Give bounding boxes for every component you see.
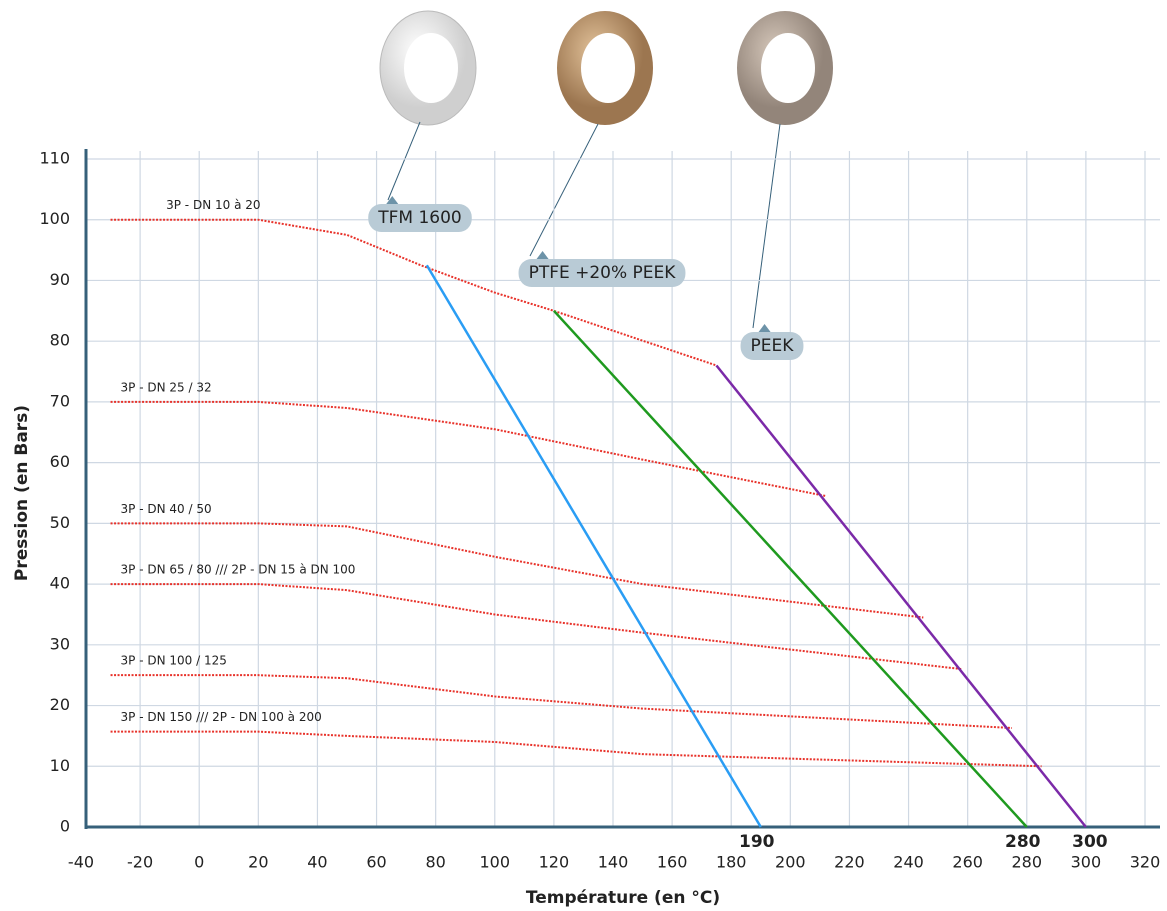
y-tick-label: 10 <box>50 756 70 775</box>
x-tick-label: 160 <box>657 853 688 872</box>
curve-label: 3P - DN 10 à 20 <box>166 198 260 212</box>
x-tick-label: 0 <box>194 853 204 872</box>
y-tick-label: 30 <box>50 634 70 653</box>
end-label: 280 <box>1005 832 1041 852</box>
x-axis-title: Température (en °C) <box>526 888 720 908</box>
x-tick-label: 300 <box>1071 853 1102 872</box>
x-tick-label: 80 <box>425 853 445 872</box>
x-tick-label: 120 <box>539 853 570 872</box>
callout: PTFE +20% PEEK <box>519 251 686 287</box>
legend-label: PEEK <box>751 336 795 356</box>
legend-label: PTFE +20% PEEK <box>529 263 677 283</box>
curve-label: 3P - DN 25 / 32 <box>121 380 212 394</box>
x-tick-label: 320 <box>1130 853 1161 872</box>
series-line <box>111 402 826 496</box>
y-tick-label: 50 <box>50 513 70 532</box>
y-tick-label: 60 <box>50 452 70 471</box>
x-tick-label: 100 <box>480 853 511 872</box>
x-tick-label: 20 <box>248 853 268 872</box>
chart: 0 10 20 30 40 50 60 70 80 90 100 110 -40 -20 0 20 40 60 80… <box>0 0 1167 911</box>
y-tick-label: 110 <box>39 149 70 168</box>
y-tick-label: 0 <box>60 817 70 836</box>
end-label: 190 <box>739 832 775 852</box>
x-tick-label: -40 <box>68 853 94 872</box>
series-line <box>111 220 717 366</box>
series-line <box>427 265 761 827</box>
x-tick-label: 60 <box>366 853 386 872</box>
callout: TFM 1600 <box>368 196 472 232</box>
y-tick-label: 100 <box>39 209 70 228</box>
end-label: 300 <box>1072 832 1108 852</box>
x-tick-label: 40 <box>307 853 327 872</box>
y-tick-label: 70 <box>50 391 70 410</box>
x-tick-label: 200 <box>775 853 806 872</box>
x-tick-label: 220 <box>834 853 865 872</box>
callout-pointer <box>759 324 771 332</box>
x-tick-label: -20 <box>127 853 153 872</box>
callout: PEEK <box>741 324 804 360</box>
x-tick-label: 260 <box>952 853 983 872</box>
x-tick-label: 240 <box>893 853 924 872</box>
x-tick-label: 280 <box>1012 853 1043 872</box>
y-tick-label: 20 <box>50 695 70 714</box>
series-line <box>111 584 962 669</box>
callout-pointer <box>537 251 549 259</box>
y-tick-label: 80 <box>50 331 70 350</box>
x-tick-label: 180 <box>716 853 747 872</box>
y-tick-label: 90 <box>50 270 70 289</box>
curve-label: 3P - DN 100 / 125 <box>121 654 227 668</box>
curve-label: 3P - DN 40 / 50 <box>121 502 212 516</box>
legend-label: TFM 1600 <box>377 208 462 228</box>
x-tick-label: 140 <box>598 853 629 872</box>
series-line <box>111 732 1042 767</box>
curve-label: 3P - DN 150 /// 2P - DN 100 à 200 <box>121 710 322 724</box>
y-axis-title: Pression (en Bars) <box>12 405 32 581</box>
y-tick-label: 40 <box>50 574 70 593</box>
curve-label: 3P - DN 65 / 80 /// 2P - DN 15 à DN 100 <box>121 563 356 577</box>
